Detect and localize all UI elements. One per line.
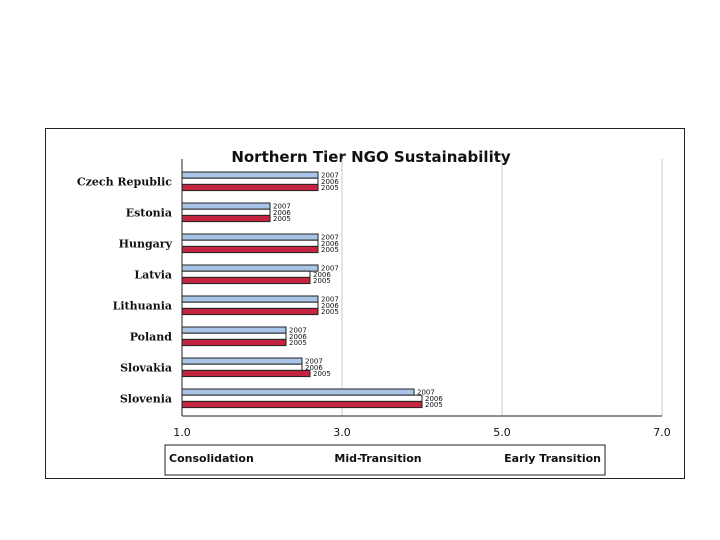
series-label: 2006 [289,333,307,341]
series-label: 2007 [321,172,339,180]
series-label: 2007 [305,358,323,366]
bar [181,276,311,285]
bar [181,295,319,303]
series-label: 2007 [417,389,435,397]
bar [181,301,319,309]
series-label: 2006 [313,271,331,279]
chart-frame: Northern Tier NGO Sustainability 2007 200… [45,128,685,479]
bar [181,357,303,365]
bar [181,332,287,340]
bar [181,363,303,371]
bar [181,400,423,409]
series-label: 2007 [321,234,339,242]
series-label: 2006 [321,178,339,186]
x-tick-label: 5.0 [493,426,511,439]
bar [181,270,311,278]
category-label: Slovakia [120,361,172,374]
bar [181,338,287,347]
series-label: 2007 [273,203,291,211]
scale-label: Early Transition [504,452,601,465]
chart-svg: Northern Tier NGO Sustainability 2007200… [77,148,671,476]
x-tick-label: 1.0 [173,426,191,439]
series-label: 2006 [321,302,339,310]
series-label: 2006 [321,240,339,248]
series-label: 2006 [273,209,291,217]
bar [181,171,319,179]
category-label: Czech Republic [77,175,172,188]
category-label: Lithuania [113,299,172,312]
bar [181,388,415,396]
bar [181,214,271,223]
series-label: 2005 [289,339,307,347]
series-label: 2005 [273,215,291,223]
bar [181,208,271,216]
bar [181,369,311,378]
x-tick-label: 3.0 [333,426,351,439]
chart-title: Northern Tier NGO Sustainability [231,148,511,166]
bar [181,202,271,210]
grid-layer [341,159,663,416]
bar [181,233,319,241]
scale-label: Consolidation [169,452,254,465]
bar [181,239,319,247]
series-label: 2006 [425,395,443,403]
series-label: 2007 [321,296,339,304]
category-label: Hungary [119,237,173,250]
series-label: 2005 [313,277,331,285]
series-label: 2007 [289,327,307,335]
bars-layer: 2007200620052007200620052007200620052007… [181,171,443,409]
bar [181,264,319,272]
series-label: 2005 [321,246,339,254]
bar [181,245,319,254]
bar [181,183,319,192]
series-label: 2005 [425,401,443,409]
bar [181,177,319,185]
bar [181,394,423,402]
scale-box: Consolidation Mid-Transition Early Transit… [164,444,606,476]
axis-layer: 1.0 3.0 5.0 7.0 Czech Republic Estonia Hungary… [77,159,671,439]
category-label: Slovenia [120,392,172,405]
category-label: Estonia [126,206,172,219]
bar [181,326,287,334]
x-tick-label: 7.0 [653,426,671,439]
bar [181,307,319,316]
series-label: 2007 [321,265,339,273]
series-label: 2005 [321,308,339,316]
category-label: Latvia [134,268,172,281]
scale-label: Mid-Transition [334,452,421,465]
scale-box-border [164,444,606,476]
series-label: 2005 [321,184,339,192]
category-label: Poland [130,330,173,343]
series-label: 2005 [313,370,331,378]
series-label: 2006 [305,364,323,372]
